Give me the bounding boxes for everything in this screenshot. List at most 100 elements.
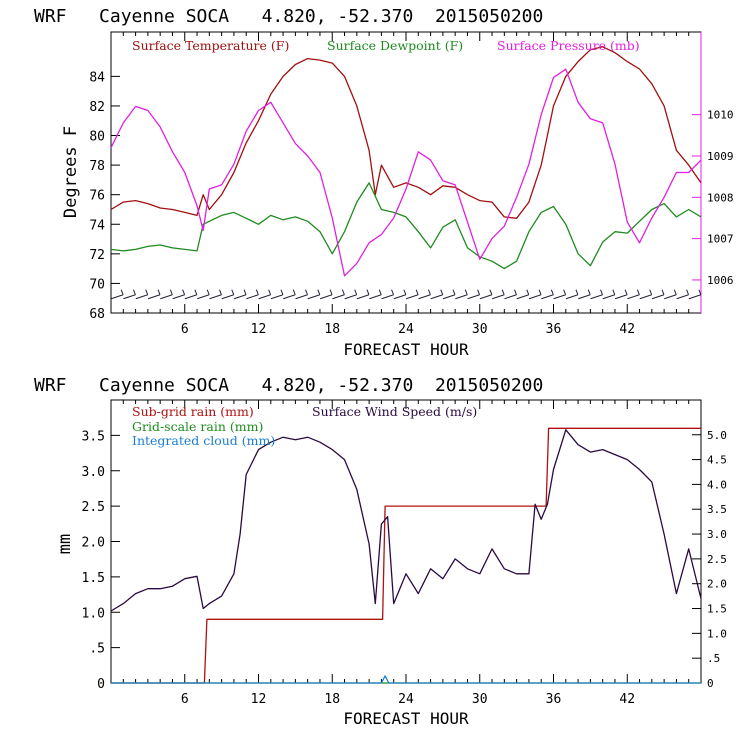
y-tick-label: 84	[89, 70, 105, 85]
wind-barb-flag	[464, 289, 468, 295]
wind-barb	[307, 294, 320, 300]
wind-barb-flag	[427, 289, 431, 295]
y-tick-label: 3.0	[82, 465, 105, 480]
wind-barb	[381, 294, 394, 300]
wind-barb	[270, 294, 284, 300]
wind-barb-flag	[157, 289, 161, 295]
wind-barb-flag	[587, 289, 591, 295]
wind-barb	[442, 294, 456, 300]
wind-barb-flag	[255, 289, 259, 295]
x-tick-label: 18	[324, 692, 340, 707]
wind-barb-flag	[145, 289, 149, 295]
wind-barb	[578, 294, 591, 300]
y-tick-label: 76	[89, 189, 105, 204]
y-tick-label: 80	[89, 130, 105, 145]
y2-tick-label: 1.5	[707, 603, 727, 616]
wind-barb	[492, 294, 505, 300]
y-tick-label: 72	[89, 248, 105, 263]
chart1-series	[110, 46, 702, 277]
wind-barb	[430, 294, 443, 300]
chart2-ylabel: mm	[55, 534, 75, 554]
wind-barb	[344, 294, 357, 300]
wind-barb	[319, 294, 333, 300]
wind-barb-flag	[169, 289, 173, 295]
wind-barb	[123, 294, 136, 300]
x-tick-label: 36	[546, 322, 562, 337]
wind-barb	[209, 294, 222, 300]
y2-tick-label: 4.5	[707, 454, 727, 467]
wind-barb-flag	[526, 289, 530, 295]
y2-tick-label: 1.0	[707, 627, 727, 640]
temperature-chart: WRF Cayenne SOCA 4.820, -52.370 20150502…	[34, 6, 734, 359]
wind-barb	[467, 294, 480, 300]
wind-barb-flag	[132, 289, 136, 295]
wind-barb	[479, 294, 493, 300]
y2-tick-label: 1007	[707, 233, 734, 246]
legend-subgrid-rain: Sub-grid rain (mm)	[132, 404, 254, 419]
legend-wind-speed: Surface Wind Speed (m/s)	[312, 404, 477, 419]
y2-tick-label: 3.5	[707, 503, 727, 516]
wind-barb-flag	[661, 289, 665, 295]
wind-barb-flag	[550, 289, 554, 295]
x-tick-label: 24	[398, 692, 414, 707]
y-tick-label: 2.5	[82, 500, 105, 515]
wind-barb-flag	[624, 289, 628, 295]
wind-barb-flag	[194, 289, 198, 295]
x-tick-label: 36	[546, 692, 562, 707]
wind-barb-flag	[415, 289, 419, 295]
wind-barb	[504, 294, 517, 300]
wind-barb-flag	[477, 289, 481, 295]
wind-barb	[528, 294, 542, 300]
wind-barb	[393, 294, 407, 300]
wind-barb	[405, 294, 419, 300]
wind-barb	[356, 294, 370, 300]
wind-barb	[332, 294, 345, 300]
x-tick-label: 18	[324, 322, 340, 337]
wind-barb	[160, 294, 173, 300]
wind-barb-flag	[673, 289, 677, 295]
wind-barb-flag	[268, 289, 272, 295]
y-tick-label: 78	[89, 159, 105, 174]
wind-barb-flag	[354, 289, 358, 295]
chart2-title: WRF Cayenne SOCA 4.820, -52.370 20150502…	[34, 375, 543, 396]
wind-barb	[565, 294, 579, 300]
wind-barb	[639, 294, 652, 300]
wind-barb-flag	[206, 289, 210, 295]
y2-tick-label: 1010	[707, 109, 734, 122]
wind-barb-flag	[563, 289, 567, 295]
wind-barb	[147, 294, 161, 300]
wind-barb-flag	[243, 289, 247, 295]
wind-barb	[246, 294, 259, 300]
series-surface-temperature-f	[110, 46, 702, 219]
wind-barb	[553, 294, 566, 300]
series-integrated-cloud-mm	[111, 675, 701, 684]
chart1-xlabel: FORECAST HOUR	[343, 340, 469, 359]
wind-barb-flag	[501, 289, 505, 295]
wind-barb-flag	[219, 289, 222, 295]
wind-barb-flag	[329, 289, 333, 295]
wind-barb-flag	[514, 289, 517, 295]
wind-barb	[516, 294, 529, 300]
y2-tick-label: 5.0	[707, 429, 727, 442]
chart1-plot-frame	[110, 31, 702, 314]
wind-barb-flag	[231, 289, 235, 295]
wind-barbs	[110, 289, 702, 300]
wind-barb	[676, 294, 689, 300]
wind-barb-flag	[280, 289, 284, 295]
y-tick-label: 1.0	[82, 606, 105, 621]
wind-barb-flag	[452, 289, 456, 295]
y2-tick-label: 1009	[707, 150, 734, 163]
wind-barb	[184, 294, 198, 300]
wind-barb	[602, 294, 615, 300]
wind-barb	[110, 294, 124, 300]
wind-barb	[541, 294, 554, 300]
x-tick-label: 42	[619, 322, 635, 337]
series-sub-grid-rain-mm	[111, 427, 701, 684]
wind-barb	[197, 294, 210, 300]
wind-barb-flag	[575, 289, 579, 295]
wind-barb-flag	[305, 289, 308, 295]
wind-barb-flag	[600, 289, 603, 295]
wind-barb	[651, 294, 665, 300]
y-tick-label: 74	[89, 218, 105, 233]
